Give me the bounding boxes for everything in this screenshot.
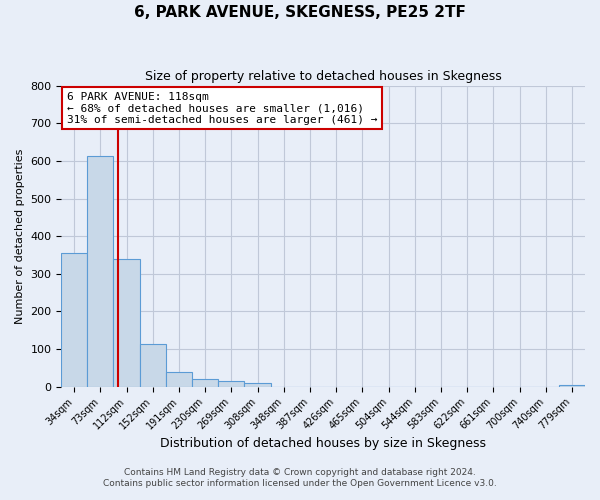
Title: Size of property relative to detached houses in Skegness: Size of property relative to detached ho… — [145, 70, 502, 83]
Bar — [218, 381, 244, 387]
Bar — [166, 372, 193, 387]
Bar — [88, 156, 113, 387]
Y-axis label: Number of detached properties: Number of detached properties — [15, 148, 25, 324]
X-axis label: Distribution of detached houses by size in Skegness: Distribution of detached houses by size … — [160, 437, 486, 450]
Bar — [193, 378, 218, 387]
Text: 6, PARK AVENUE, SKEGNESS, PE25 2TF: 6, PARK AVENUE, SKEGNESS, PE25 2TF — [134, 5, 466, 20]
Bar — [140, 344, 166, 387]
Bar — [61, 253, 88, 387]
Text: Contains HM Land Registry data © Crown copyright and database right 2024.
Contai: Contains HM Land Registry data © Crown c… — [103, 468, 497, 487]
Bar — [559, 385, 585, 387]
Bar — [113, 259, 140, 387]
Bar — [244, 383, 271, 387]
Text: 6 PARK AVENUE: 118sqm
← 68% of detached houses are smaller (1,016)
31% of semi-d: 6 PARK AVENUE: 118sqm ← 68% of detached … — [67, 92, 377, 125]
